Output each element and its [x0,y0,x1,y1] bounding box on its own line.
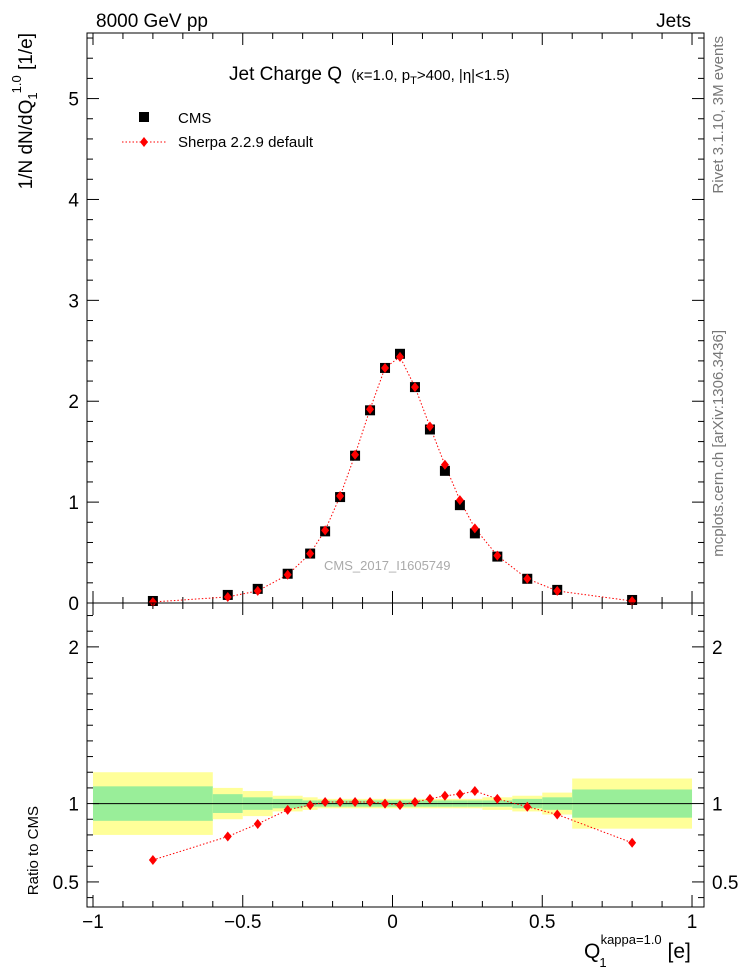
sherpa-data-point [351,449,360,460]
x-axis-title: Q1kappa=1.0 [e] [584,932,691,970]
ratio-panel: 0.5 0.5 1 1 2 2 −1 −0.5 0 0.5 1 Ratio to CMS Q1ka… [25,602,739,970]
main-y-tick-label: 2 [68,392,79,413]
ratio-y-tick-label-left: 2 [68,638,79,659]
ratio-line [152,790,633,861]
cms-data-point [439,465,450,476]
analysis-watermark: CMS_2017_I1605749 [324,558,451,573]
ratio-data-point [523,801,532,812]
sherpa-data-point [321,525,330,536]
ratio-data-point [381,798,390,809]
cms-data-point [454,500,465,511]
ratio-ticks [87,603,704,907]
ratio-data-point [366,797,375,808]
side-label-mcplots: mcplots.cern.ch [arXiv:1306.3436] [710,330,727,557]
sherpa-data-point [283,569,292,580]
main-ticks [87,33,704,604]
legend-sherpa-label: Sherpa 2.2.9 default [178,134,314,151]
sherpa-data-point [455,495,464,506]
ratio-y-tick-label-left: 1 [68,795,79,816]
main-y-tick-label: 0 [68,594,79,615]
legend-cms-label: CMS [178,110,211,127]
ratio-data-point [351,797,360,808]
ratio-data-point [410,797,419,808]
ratio-frame [86,602,705,908]
sherpa-data-point [223,591,232,602]
main-y-tick-label: 3 [68,291,79,312]
ratio-data-point [283,804,292,815]
main-y-tick-labels: 0 1 2 3 4 5 [68,90,79,615]
sherpa-data-point [425,421,434,432]
main-y-tick-label: 5 [68,90,79,111]
x-tick-label: −0.5 [224,912,262,933]
sherpa-data-point [336,491,345,502]
header-left: 8000 GeV pp [96,11,208,32]
sherpa-points [148,351,637,607]
sherpa-data-point [493,550,502,561]
sherpa-data-point [148,596,157,607]
sherpa-data-point [470,523,479,534]
x-tick-label: 0.5 [529,912,555,933]
sherpa-data-point [395,351,404,362]
main-panel: 0 1 2 3 4 5 Jet Charge Q (κ=1.0, pT>400, |η|<… [9,32,705,615]
ratio-y-tick-label-right: 2 [712,638,723,659]
ratio-y-tick-label-left: 0.5 [53,873,79,894]
side-label-rivet: Rivet 3.1.10, 3M events [710,36,727,194]
sherpa-data-point [440,459,449,470]
ratio-data-point [553,809,562,820]
sherpa-data-point [253,585,262,596]
ratio-y-tick-label-right: 0.5 [712,873,738,894]
ratio-data-point [148,854,157,865]
header-right: Jets [656,11,691,32]
main-y-tick-label: 4 [68,190,79,211]
sherpa-data-point [523,573,532,584]
x-tick-label: 1 [687,912,698,933]
legend: CMS Sherpa 2.2.9 default [122,110,314,151]
sherpa-data-point [553,585,562,596]
ratio-data-point [306,800,315,811]
ratio-data-point [470,786,479,797]
ratio-sherpa-points [148,786,637,865]
cms-data-point [469,528,480,539]
ratio-y-tick-labels: 0.5 0.5 1 1 2 2 [53,638,739,894]
ratio-data-point [395,800,404,811]
ratio-data-point [440,790,449,801]
legend-sherpa-marker [140,137,148,147]
main-y-axis-title: 1/N dN/dQ11.0 [1/e] [9,33,40,189]
ratio-data-point [253,818,262,829]
sherpa-data-point [366,404,375,415]
ratio-data-point [321,797,330,808]
sherpa-data-point [381,362,390,373]
main-title: Jet Charge Q (κ=1.0, pT>400, |η|<1.5) [229,64,510,87]
ratio-data-point [493,793,502,804]
ratio-y-tick-label-right: 1 [712,795,723,816]
x-tick-label: 0 [387,912,398,933]
ratio-data-point [455,789,464,800]
sherpa-data-point [410,382,419,393]
ratio-data-point [628,837,637,848]
ratio-data-point [425,793,434,804]
x-tick-labels: −1 −0.5 0 0.5 1 [82,912,697,933]
ratio-data-point [223,831,232,842]
x-tick-label: −1 [82,912,104,933]
ratio-y-axis-title: Ratio to CMS [25,806,42,895]
ratio-sherpa-curve [152,790,633,861]
ratio-data-point [336,797,345,808]
sherpa-data-point [306,548,315,559]
legend-cms-marker [139,112,149,122]
main-y-tick-label: 1 [68,493,79,514]
